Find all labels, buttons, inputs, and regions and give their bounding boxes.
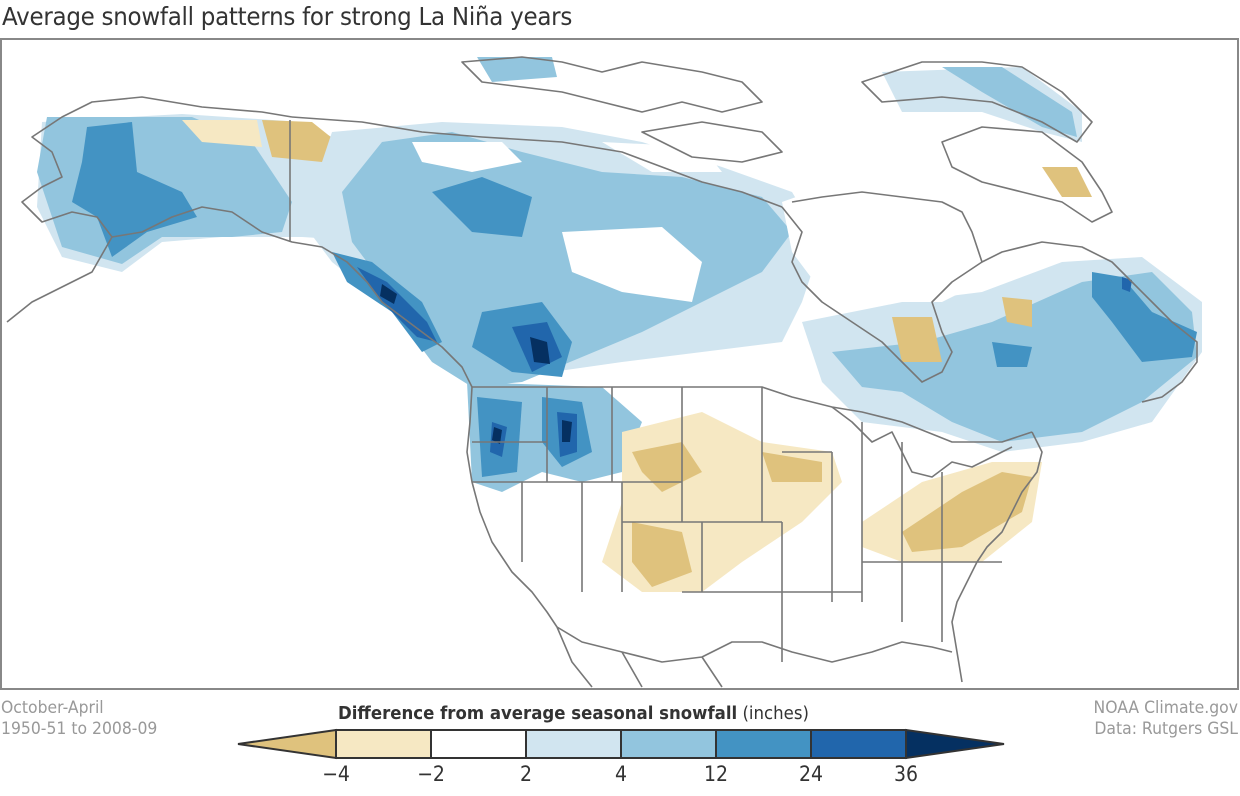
arctic-islands bbox=[461, 56, 763, 113]
anomaly-region-quebec-deficit bbox=[1002, 297, 1032, 327]
anomaly-region-labrador-heavy bbox=[1122, 277, 1132, 292]
alaska-south-coast bbox=[111, 206, 473, 388]
anomaly-region-baffin-deficit bbox=[1042, 167, 1092, 197]
arctic-coast bbox=[291, 116, 783, 208]
anomaly-region-bc-extreme bbox=[530, 337, 550, 364]
anomaly-region-coast-heavy bbox=[357, 267, 437, 342]
mexico-outline bbox=[556, 626, 723, 688]
footer-left: October-April 1950-51 to 2008-09 bbox=[1, 698, 157, 740]
legend-swatch bbox=[715, 729, 812, 759]
legend-units: (inches) bbox=[742, 703, 809, 724]
anomaly-region-wcanada-strong bbox=[432, 177, 532, 237]
anomaly-region-ecanada-strong-2 bbox=[992, 342, 1032, 367]
data-credit-label: Data: Rutgers GSL bbox=[1094, 719, 1238, 739]
anomaly-region-appalachia bbox=[902, 472, 1032, 552]
labrador-coast bbox=[981, 241, 1198, 403]
legend-title: Difference from average seasonal snowfal… bbox=[338, 703, 809, 724]
chart-title: Average snowfall patterns for strong La … bbox=[2, 2, 573, 31]
anomaly-region-wa-extreme bbox=[492, 427, 502, 444]
years-label: 1950-51 to 2008-09 bbox=[1, 719, 158, 739]
color-legend bbox=[237, 728, 1005, 760]
legend-swatch bbox=[810, 729, 907, 759]
anomaly-region-neutral-2 bbox=[412, 142, 522, 172]
legend-swatch-above-max bbox=[905, 728, 1005, 760]
legend-tick-label: −4 bbox=[322, 762, 350, 786]
season-label: October-April bbox=[1, 698, 104, 718]
victoria-island bbox=[641, 121, 783, 163]
coastlines-and-borders bbox=[6, 56, 1198, 688]
footer-right: NOAA Climate.gov Data: Rutgers GSL bbox=[1094, 698, 1238, 740]
legend-tick-label: 12 bbox=[703, 762, 729, 786]
anomaly-region-alaska-deficit-light bbox=[182, 120, 262, 147]
snowfall-anomaly-map bbox=[6, 56, 1202, 688]
anomaly-fills bbox=[37, 57, 1202, 592]
map-frame bbox=[0, 38, 1239, 690]
anomaly-region-arctic-mid-2 bbox=[477, 57, 557, 82]
legend-swatch bbox=[430, 729, 527, 759]
anomaly-region-plains-deficit bbox=[632, 442, 702, 492]
anomaly-region-arctic-mid bbox=[942, 67, 1077, 137]
alaska-coast bbox=[6, 96, 293, 323]
east-coast-us bbox=[951, 431, 1043, 683]
hudson-bay bbox=[781, 191, 983, 383]
legend-swatch bbox=[335, 729, 432, 759]
source-label: NOAA Climate.gov bbox=[1093, 698, 1238, 718]
legend-tick-label: 4 bbox=[614, 762, 628, 786]
anomaly-region-hudson-deficit bbox=[892, 317, 942, 362]
us-canada-border bbox=[472, 386, 1033, 443]
anomaly-region-coast-extreme bbox=[380, 284, 397, 304]
legend-tick-label: 36 bbox=[893, 762, 919, 786]
anomaly-region-neutral-1 bbox=[562, 227, 702, 302]
anomaly-region-alaska-deficit bbox=[262, 120, 337, 162]
legend-title-main: Difference from average seasonal snowfal… bbox=[338, 703, 738, 724]
anomaly-region-alaska-strong bbox=[72, 122, 197, 257]
anomaly-region-ne-deficit bbox=[762, 452, 822, 482]
west-coast-us bbox=[466, 386, 558, 628]
great-lakes bbox=[831, 406, 1013, 478]
state-borders bbox=[472, 387, 1002, 662]
anomaly-region-nm-deficit bbox=[632, 522, 692, 587]
anomaly-region-neutral-3 bbox=[602, 142, 722, 172]
anomaly-region-ecanada-strong bbox=[1092, 272, 1197, 362]
legend-swatch bbox=[620, 729, 717, 759]
gulf-coast bbox=[556, 626, 953, 663]
ellesmere-island bbox=[861, 61, 1093, 143]
anomaly-region-id-extreme bbox=[562, 420, 572, 442]
legend-tick-label: 24 bbox=[798, 762, 824, 786]
anomaly-region-arctic-light bbox=[882, 67, 1082, 142]
anomaly-region-hudson-neutral bbox=[782, 177, 982, 302]
legend-tick-label: 2 bbox=[519, 762, 533, 786]
legend-swatch bbox=[525, 729, 622, 759]
baffin-island bbox=[941, 126, 1113, 223]
legend-swatch-below-min bbox=[237, 728, 337, 760]
legend-tick-label: −2 bbox=[417, 762, 445, 786]
